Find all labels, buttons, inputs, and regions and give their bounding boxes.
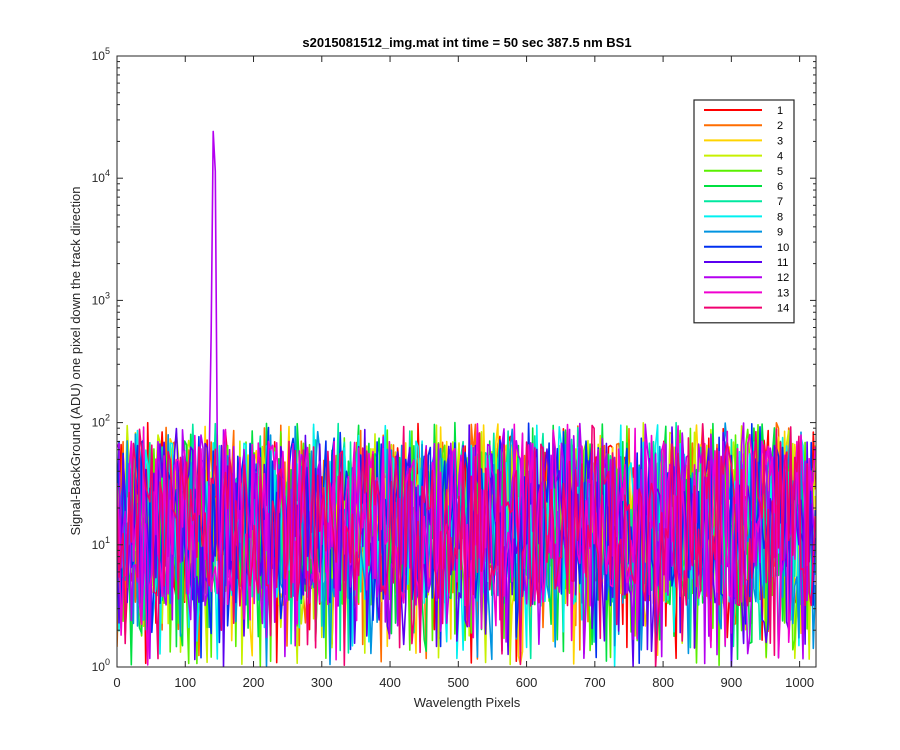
y-tick-label: 105 [92,46,110,63]
x-axis-ticks: 0 100 200 300 400 500 600 700 800 900 1000 [113,56,814,690]
y-tick-label: 100 [92,657,110,674]
legend-label: 1 [777,105,783,117]
legend-label: 4 [777,151,783,163]
legend-label: 6 [777,181,783,193]
legend-label: 3 [777,135,783,147]
legend-label: 12 [777,272,789,284]
y-tick-label: 101 [92,535,110,552]
legend-label: 10 [777,242,789,254]
x-tick-label: 400 [379,675,401,690]
series-line-14 [117,422,816,667]
legend-label: 11 [777,257,788,269]
legend-label: 2 [777,120,783,132]
x-axis-label: Wavelength Pixels [414,695,521,710]
legend-label: 7 [777,196,783,208]
x-tick-label: 600 [516,675,538,690]
x-tick-label: 800 [652,675,674,690]
x-tick-label: 900 [721,675,743,690]
chart-title: s2015081512_img.mat int time = 50 sec 38… [302,35,631,50]
series-layer [117,130,816,667]
y-tick-label: 104 [92,168,110,185]
x-tick-label: 500 [447,675,469,690]
axes-box [116,55,817,668]
legend-label: 8 [777,211,783,223]
legend-label: 5 [777,166,783,178]
x-tick-label: 700 [584,675,606,690]
legend-box [693,99,795,324]
x-tick-label: 1000 [785,675,814,690]
x-tick-label: 300 [311,675,333,690]
y-tick-label: 102 [92,413,110,430]
y-tick-label: 103 [92,290,110,307]
x-tick-label: 200 [243,675,265,690]
legend-label: 9 [777,227,783,239]
x-tick-label: 100 [174,675,196,690]
y-axis-label: Signal-BackGround (ADU) one pixel down t… [68,186,83,535]
plot-area: 0 100 200 300 400 500 600 700 800 900 1000 1001011… [92,46,817,690]
legend-label: 13 [777,287,789,299]
x-tick-label: 0 [113,675,120,690]
legend-label: 14 [777,303,789,315]
